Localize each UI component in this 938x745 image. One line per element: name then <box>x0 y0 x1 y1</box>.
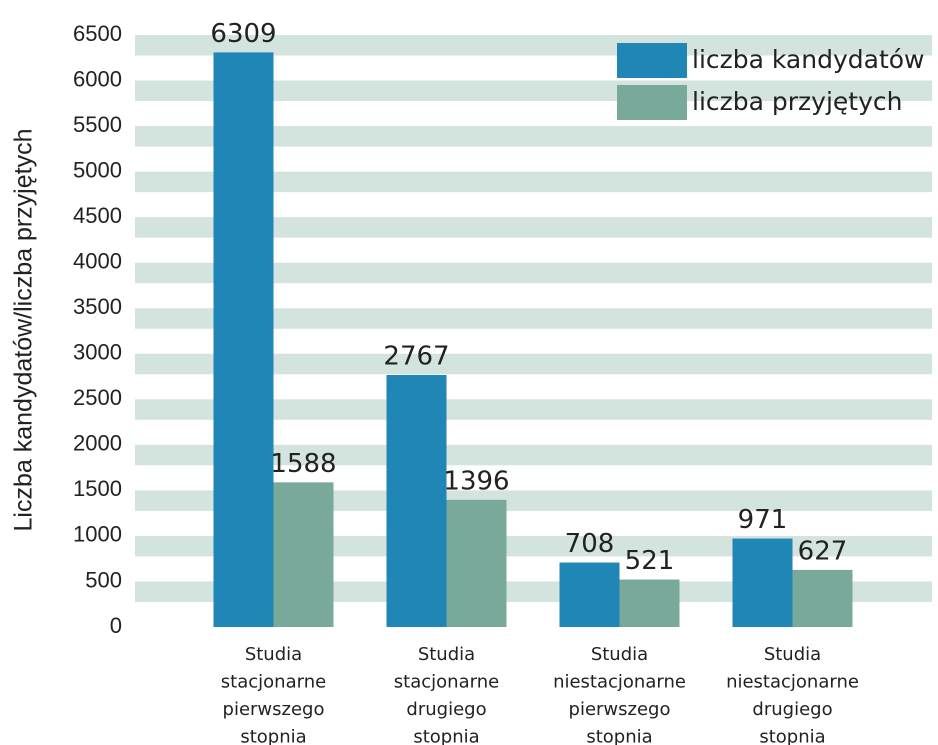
value-label: 521 <box>625 546 675 576</box>
x-tick-label-line: drugiego <box>406 699 486 720</box>
x-tick-label: Studia niestacjonarne pierwszego stopnia <box>553 644 686 745</box>
grid-band <box>135 490 932 511</box>
grid-band <box>135 217 932 238</box>
x-tick-label-line: drugiego <box>752 699 832 720</box>
grid-band <box>135 308 932 329</box>
value-label: 1588 <box>270 449 336 479</box>
x-tick-label-line: stopnia <box>759 727 825 745</box>
x-tick-label-line: Studia <box>591 644 648 665</box>
y-tick-label: 2500 <box>73 385 122 410</box>
y-tick-label: 6500 <box>73 21 122 46</box>
value-label: 6309 <box>210 19 276 49</box>
y-axis-label: Liczba kandydatów/liczba przyjętych <box>10 129 38 532</box>
x-tick-label-line: niestacjonarne <box>726 672 859 693</box>
bar <box>446 499 507 627</box>
bar <box>732 538 793 627</box>
bar <box>619 579 680 627</box>
bar <box>273 482 334 627</box>
value-label: 1396 <box>443 466 509 496</box>
y-tick-label: 4500 <box>73 203 122 228</box>
x-tick-label-line: stopnia <box>240 727 306 745</box>
grid-band <box>135 399 932 420</box>
x-tick-label-line: Studia <box>418 644 475 665</box>
x-tick-label-line: Studia <box>764 644 821 665</box>
grid-band <box>135 353 932 375</box>
x-tick-label-line: niestacjonarne <box>553 672 686 693</box>
y-tick-label: 0 <box>110 613 122 638</box>
grid-band <box>135 126 932 147</box>
x-tick-label-line: stopnia <box>413 727 479 745</box>
x-tick-label-line: pierwszego <box>569 699 671 720</box>
grid-band <box>135 262 932 284</box>
bar <box>386 374 447 627</box>
x-tick-label: Studia niestacjonarne drugiego stopnia <box>726 644 859 745</box>
x-tick-label-line: Studia <box>245 644 302 665</box>
x-tick-label-line: pierwszego <box>223 699 325 720</box>
bar <box>213 52 274 627</box>
grid-band <box>135 35 932 56</box>
x-tick-label: Studia stacjonarne pierwszego stopnia <box>221 644 326 745</box>
bar <box>792 569 853 627</box>
legend-label: liczba przyjętych <box>692 87 902 116</box>
y-tick-label: 1000 <box>73 522 122 547</box>
y-tick-label: 6000 <box>73 66 122 91</box>
grid-band <box>135 171 932 193</box>
value-label: 708 <box>565 529 615 559</box>
x-tick-label-line: stacjonarne <box>221 672 326 693</box>
y-tick-label: 2000 <box>73 431 122 456</box>
grid-band <box>135 80 932 102</box>
legend-swatch <box>617 85 687 120</box>
x-tick-label-line: stopnia <box>586 727 652 745</box>
legend-label: liczba kandydatów <box>692 45 925 74</box>
y-tick-label: 3500 <box>73 294 122 319</box>
bar <box>559 562 620 627</box>
y-tick-label: 5500 <box>73 112 122 137</box>
y-tick-label: 3000 <box>73 340 122 365</box>
x-tick-label: Studia stacjonarne drugiego stopnia <box>394 644 499 745</box>
legend-swatch <box>617 43 687 78</box>
x-tick-label-line: stacjonarne <box>394 672 499 693</box>
y-tick-label: 4000 <box>73 249 122 274</box>
value-label: 2767 <box>383 341 449 371</box>
value-label: 971 <box>738 505 788 535</box>
grid-band <box>135 444 932 466</box>
y-tick-label: 5000 <box>73 157 122 182</box>
y-tick-label: 1500 <box>73 476 122 501</box>
value-label: 627 <box>798 536 848 566</box>
y-tick-label: 500 <box>85 567 122 592</box>
